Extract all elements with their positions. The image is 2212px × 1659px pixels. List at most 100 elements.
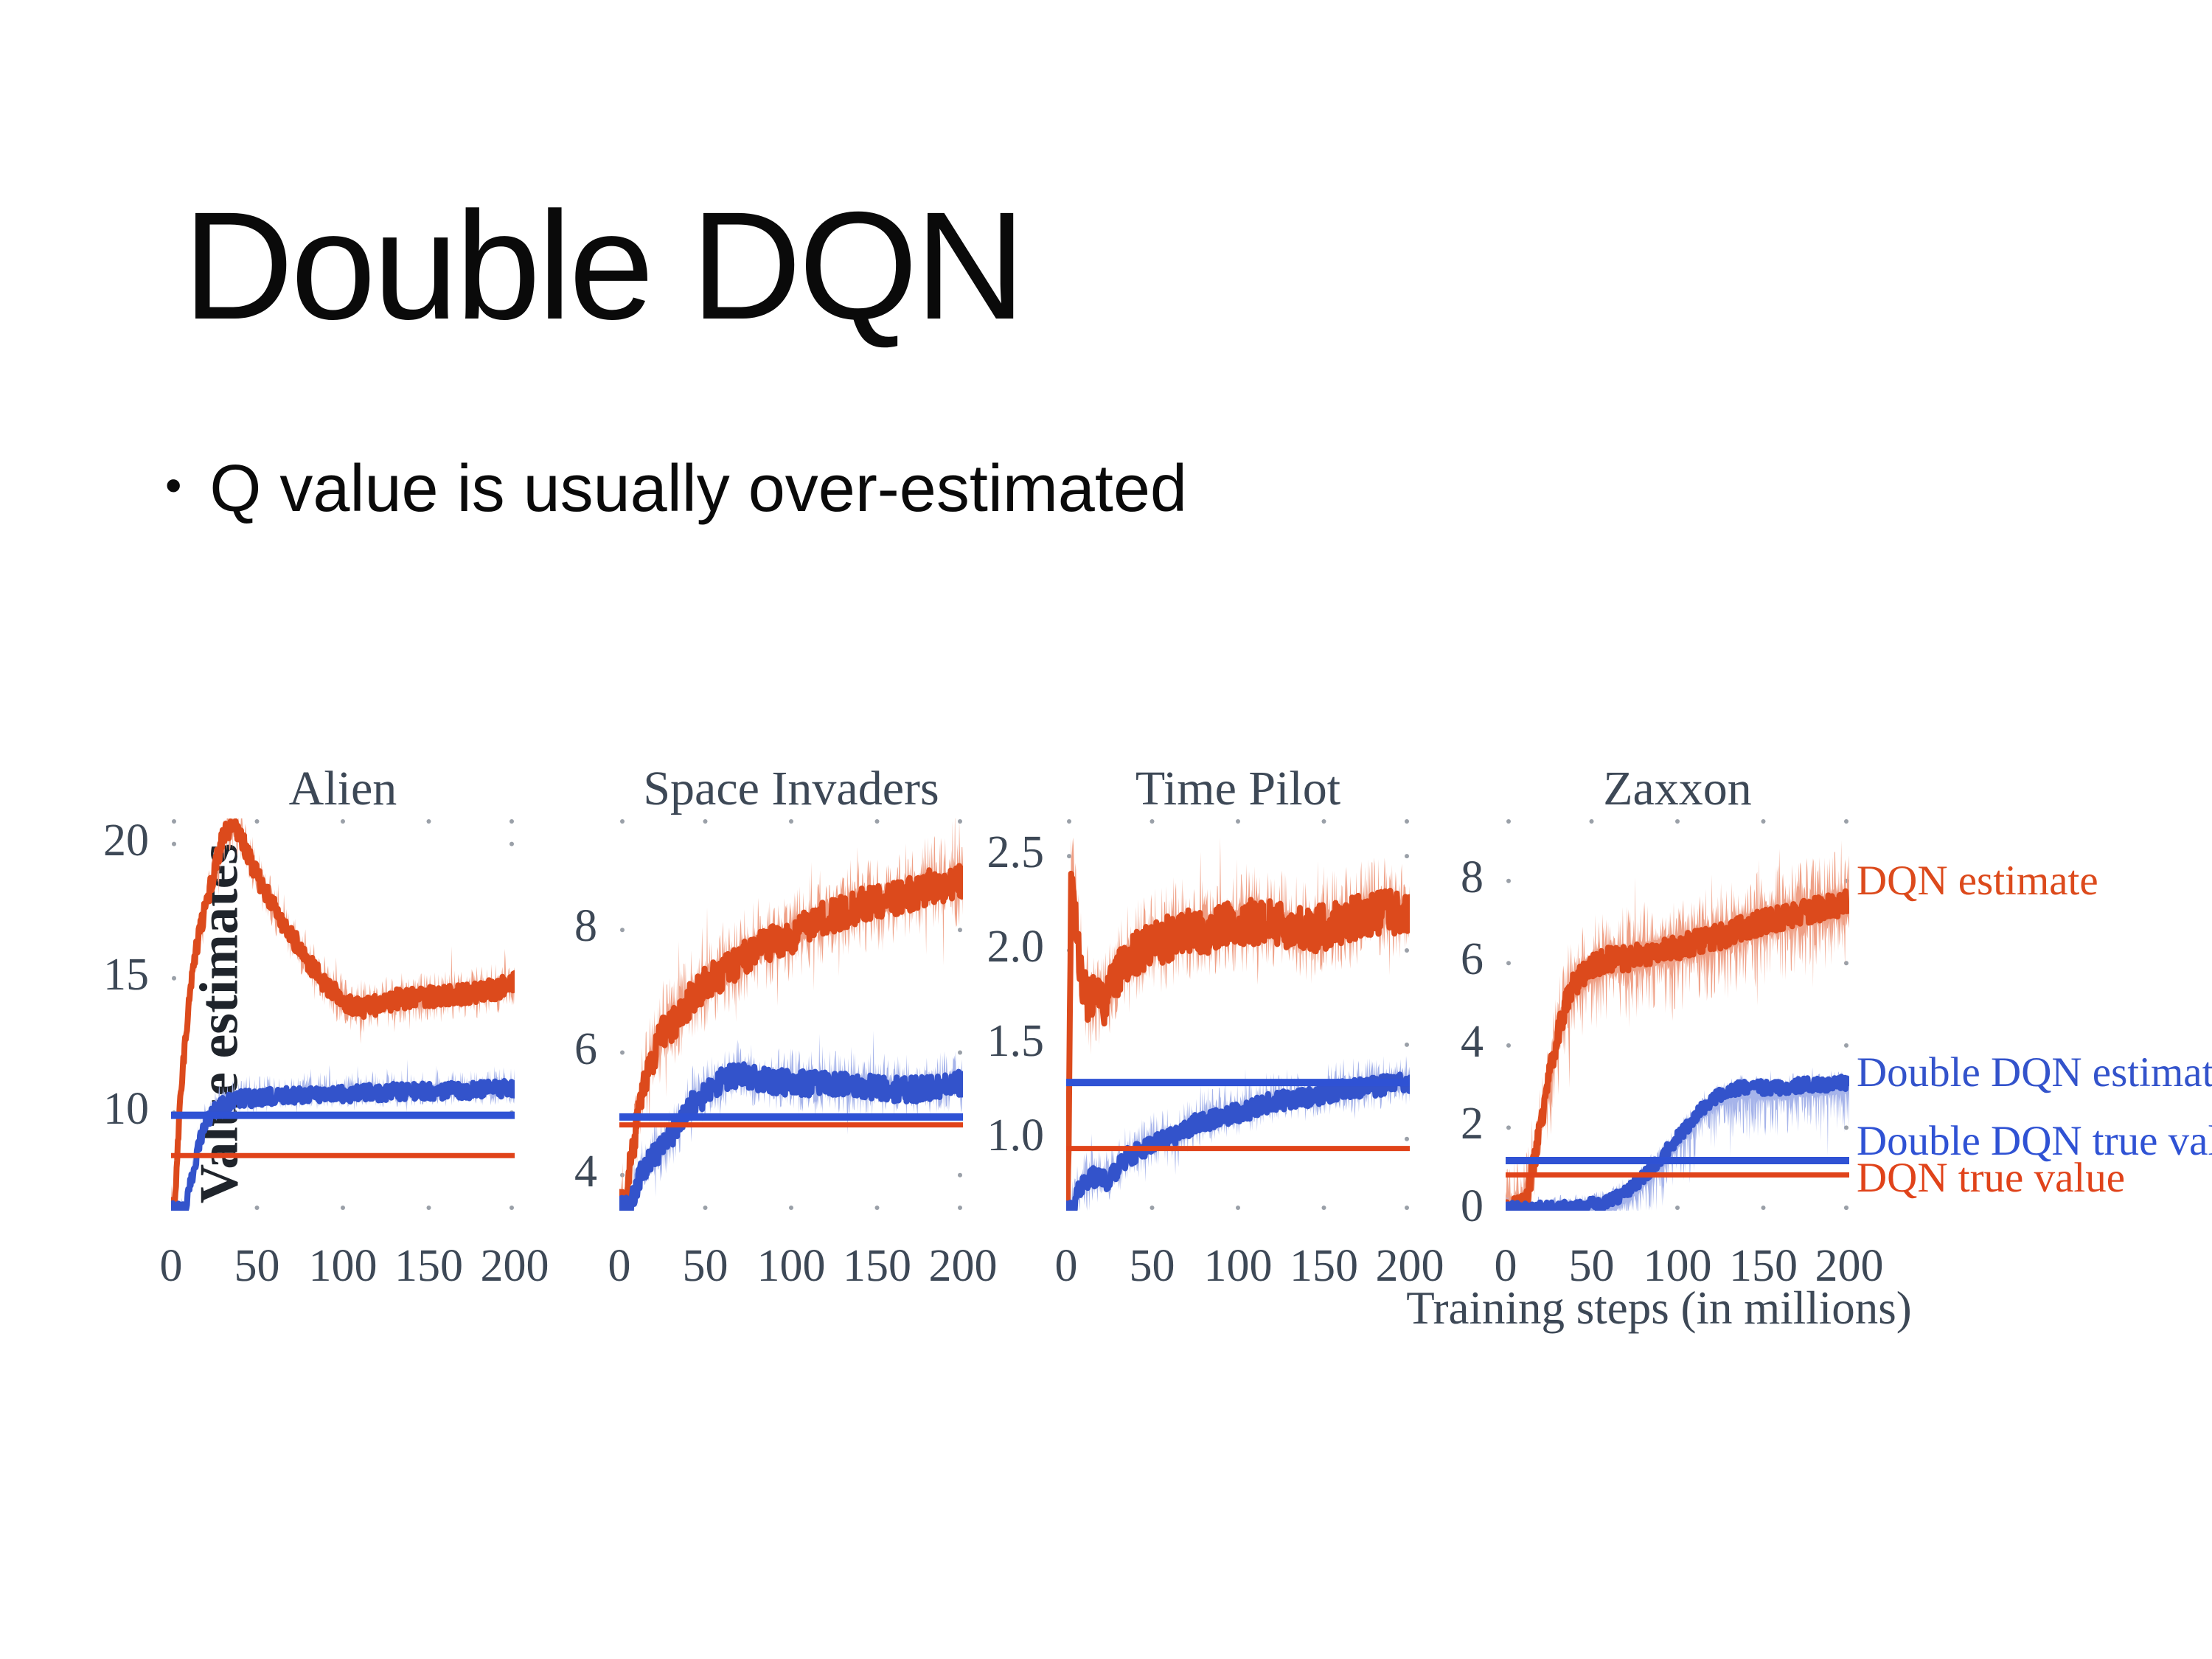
legend-label-dqn-estimate: DQN estimate: [1857, 857, 2098, 904]
y-tick-label: 0: [1461, 1180, 1484, 1231]
tick-mark: [1506, 1125, 1511, 1130]
y-tick-label: 10: [103, 1084, 149, 1134]
x-tick-label: 150: [394, 1241, 463, 1291]
tick-mark: [620, 819, 625, 824]
tick-mark: [1321, 819, 1326, 824]
tick-mark: [874, 819, 880, 824]
y-tick-label: 8: [574, 901, 597, 952]
x-tick-label: 200: [928, 1241, 998, 1291]
tick-mark: [1067, 819, 1071, 824]
tick-mark: [341, 819, 345, 824]
x-tick-label: 200: [1815, 1241, 1884, 1291]
series-line-double-dqn-estimate: [619, 1061, 963, 1211]
legend-label-double-dqn-estimate: Double DQN estimate: [1857, 1048, 2212, 1096]
subplot-title-time-pilot: Time Pilot: [1135, 762, 1341, 815]
tick-mark: [1675, 1206, 1680, 1210]
tick-mark: [1589, 819, 1594, 824]
tick-mark: [1761, 819, 1766, 824]
y-tick-label: 15: [103, 949, 149, 1000]
x-tick-label: 200: [1375, 1241, 1444, 1291]
tick-mark: [341, 1206, 345, 1210]
x-tick-label: 150: [843, 1241, 911, 1291]
y-tick-label: 2: [1461, 1099, 1484, 1150]
tick-mark: [958, 928, 962, 933]
legend-label-dqn-true-value: DQN true value: [1857, 1154, 2126, 1201]
series-line-dqn-estimate: [619, 863, 963, 1211]
tick-mark: [1150, 1206, 1155, 1210]
tick-mark: [620, 1050, 625, 1055]
series-band-double-dqn-estimate: [171, 1059, 515, 1211]
slide-title: Double DQN: [183, 181, 1026, 352]
tick-mark: [426, 1206, 431, 1210]
tick-mark: [958, 819, 962, 824]
tick-mark: [1405, 948, 1409, 953]
tick-mark: [1761, 1206, 1766, 1210]
tick-mark: [1405, 1206, 1409, 1210]
subplot-title-space-invaders: Space Invaders: [643, 762, 939, 815]
tick-mark: [958, 1050, 962, 1055]
tick-mark: [1675, 819, 1680, 824]
y-tick-label: 2.0: [987, 922, 1045, 973]
tick-mark: [1321, 1206, 1326, 1210]
y-tick-label: 1.0: [987, 1110, 1045, 1161]
tick-mark: [1506, 961, 1511, 966]
tick-mark: [1506, 819, 1511, 824]
tick-mark: [172, 819, 176, 824]
tick-mark: [1506, 1043, 1511, 1048]
tick-mark: [1236, 819, 1240, 824]
tick-mark: [1405, 1136, 1409, 1141]
x-tick-label: 0: [1494, 1241, 1517, 1291]
tick-mark: [509, 1206, 514, 1210]
subplot-title-alien: Alien: [288, 762, 397, 815]
y-tick-label: 20: [103, 815, 149, 866]
tick-mark: [426, 819, 431, 824]
tick-mark: [1405, 1042, 1409, 1047]
x-tick-label: 200: [480, 1241, 549, 1291]
subplot-title-zaxxon: Zaxxon: [1603, 762, 1752, 815]
series-band-double-dqn-estimate: [619, 1030, 963, 1211]
tick-mark: [1506, 878, 1511, 883]
y-tick-label: 1.5: [987, 1015, 1045, 1066]
x-tick-label: 50: [682, 1241, 728, 1291]
x-tick-label: 0: [159, 1241, 183, 1291]
x-tick-label: 150: [1729, 1241, 1798, 1291]
bullet-item: • Q value is usually over-estimated: [165, 451, 1187, 527]
x-tick-label: 100: [757, 1241, 826, 1291]
y-tick-label: 4: [1461, 1016, 1484, 1067]
y-tick-label: 6: [1461, 934, 1484, 985]
y-tick-label: 2.5: [987, 827, 1045, 878]
tick-mark: [958, 1206, 962, 1210]
series-line-dqn-estimate: [1506, 888, 1849, 1211]
bullet-icon: •: [165, 458, 182, 512]
plot-area-alien: [171, 818, 515, 1211]
tick-mark: [620, 928, 625, 933]
tick-mark: [958, 1172, 962, 1178]
tick-mark: [172, 975, 176, 981]
tick-mark: [703, 819, 708, 824]
y-tick-label: 6: [574, 1023, 597, 1074]
x-tick-label: 100: [308, 1241, 378, 1291]
series-line-dqn-estimate: [1066, 870, 1410, 1211]
tick-mark: [172, 841, 176, 846]
x-tick-label: 50: [1129, 1241, 1175, 1291]
tick-mark: [254, 819, 260, 824]
x-tick-label: 0: [1054, 1241, 1078, 1291]
tick-mark: [703, 1206, 708, 1210]
tick-mark: [509, 841, 514, 846]
x-tick-label: 0: [608, 1241, 631, 1291]
x-tick-label: 50: [1568, 1241, 1615, 1291]
y-tick-label: 8: [1461, 852, 1484, 902]
series-line-double-dqn-estimate: [1506, 1074, 1849, 1211]
tick-mark: [1844, 819, 1848, 824]
tick-mark: [1067, 854, 1071, 859]
tick-mark: [1405, 819, 1409, 824]
series-band-dqn-estimate: [171, 818, 515, 1211]
series-line-double-dqn-estimate: [171, 1078, 515, 1211]
legend-label-double-dqn-true-value: Double DQN true value: [1857, 1117, 2212, 1164]
y-tick-label: 4: [574, 1146, 597, 1197]
tick-mark: [1844, 1043, 1848, 1048]
tick-mark: [1150, 819, 1155, 824]
tick-mark: [874, 1206, 880, 1210]
plot-area-time-pilot: [1066, 819, 1410, 1211]
